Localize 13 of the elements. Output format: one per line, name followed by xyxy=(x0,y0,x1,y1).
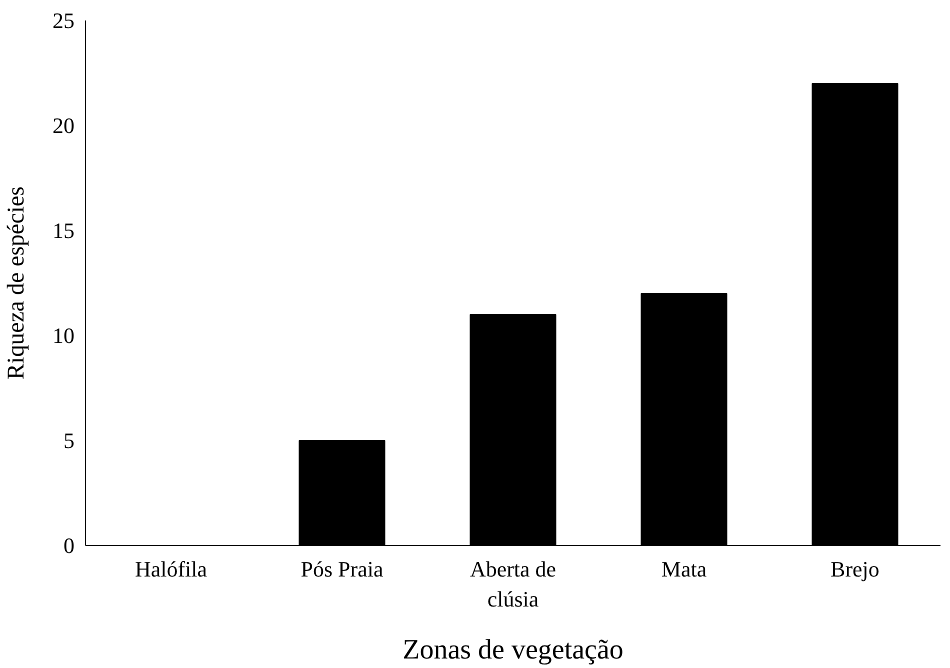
y-tick-label: 0 xyxy=(64,533,74,558)
x-tick-label: Halófila xyxy=(134,556,208,582)
x-axis-title: Zonas de vegetação xyxy=(402,634,624,666)
y-tick-label: 25 xyxy=(52,8,74,33)
y-tick-label: 5 xyxy=(64,428,74,453)
y-tick-label: 15 xyxy=(52,218,74,243)
x-tick-label: Pós Praia xyxy=(300,556,384,582)
x-tick-label: Mata xyxy=(661,556,707,582)
y-tick-label: 20 xyxy=(52,113,74,138)
x-tick-label: Aberta de clúsia xyxy=(470,556,556,612)
y-axis-title: Riqueza de espécies xyxy=(4,186,30,380)
x-tick-label: Brejo xyxy=(830,556,880,582)
y-tick-label: 10 xyxy=(52,323,74,348)
